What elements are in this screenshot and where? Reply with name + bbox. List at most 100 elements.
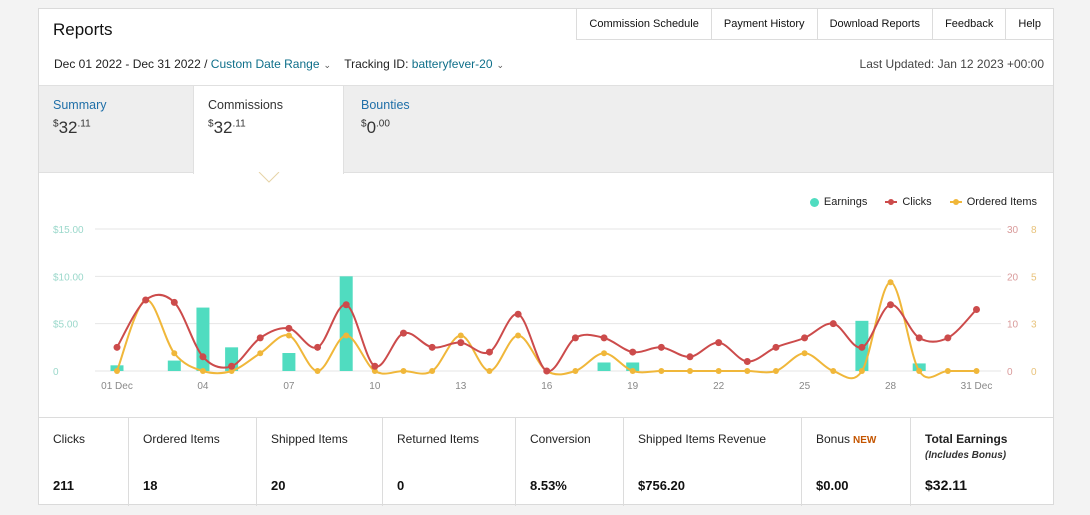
legend-ordered-items[interactable]: Ordered Items (949, 196, 1037, 208)
x-axis-tick-label: 10 (369, 381, 381, 392)
stat-clicks: Clicks 211 (39, 418, 129, 506)
payment-history-link[interactable]: Payment History (712, 9, 818, 39)
x-axis-tick-label: 22 (713, 381, 725, 392)
y-axis-tick-label: 0 (53, 367, 59, 378)
tab-bounties[interactable]: Bounties $0.00 (347, 86, 501, 172)
help-link[interactable]: Help (1018, 18, 1041, 30)
ordered-items-point (629, 368, 636, 374)
clicks-point (801, 334, 809, 342)
clicks-point (973, 305, 980, 313)
tab-commissions-label: Commissions (208, 98, 284, 112)
ordered-items-point (257, 350, 264, 357)
ordered-items-point (973, 368, 980, 374)
legend-earnings[interactable]: Earnings (809, 196, 867, 208)
clicks-point (772, 343, 780, 351)
ordered-items-point (658, 368, 665, 374)
ordered-axis-tick-label: 8 (1031, 225, 1037, 236)
earnings-bar (196, 307, 210, 371)
tab-commissions[interactable]: Commissions $32.11 (193, 86, 344, 183)
ordered-items-point (314, 368, 321, 374)
new-badge: NEW (853, 435, 877, 446)
clicks-axis-tick-label: 10 (1007, 320, 1019, 331)
ordered-items-point (371, 368, 378, 374)
clicks-axis-tick-label: 30 (1007, 225, 1019, 236)
clicks-point (715, 339, 723, 347)
x-axis-tick-label: 04 (197, 381, 209, 392)
clicks-point (485, 348, 493, 356)
ordered-items-point (515, 332, 522, 339)
report-filters: Dec 01 2022 - Dec 31 2022 / Custom Date … (54, 57, 514, 71)
ordered-items-point (572, 368, 579, 374)
stat-total-earnings: Total Earnings (Includes Bonus) $32.11 (911, 418, 1053, 506)
clicks-point (113, 343, 121, 351)
ordered-items-point (199, 368, 206, 374)
clicks-point (944, 334, 952, 342)
y-axis-tick-label: $15.00 (53, 225, 84, 236)
earnings-bar (597, 362, 611, 371)
earnings-bar (912, 363, 926, 371)
x-axis-tick-label: 25 (799, 381, 811, 392)
feedback-link[interactable]: Feedback (933, 9, 1007, 39)
ordered-items-point (228, 368, 235, 374)
chevron-down-icon[interactable]: ⌄ (496, 60, 505, 70)
ordered-items-point (715, 368, 722, 374)
report-tabs: Summary $32.11 Commissions $32.11 Bounti… (39, 85, 1053, 183)
x-axis-tick-label: 01 Dec (101, 381, 133, 392)
stat-value: $756.20 (638, 478, 685, 493)
stat-label: Shipped Items (271, 432, 348, 446)
active-tab-pointer (258, 172, 280, 183)
tab-commissions-value: $32.11 (208, 118, 246, 137)
stat-value: 211 (53, 478, 74, 493)
clicks-point (342, 301, 350, 309)
ordered-items-point (916, 368, 923, 374)
ordered-items-point (343, 332, 350, 339)
commission-schedule-link[interactable]: Commission Schedule (577, 9, 712, 39)
stat-value: $32.11 (925, 477, 968, 493)
clicks-point (142, 296, 150, 304)
stat-value: 8.53% (530, 478, 567, 493)
top-navigation: Commission Schedule Payment History Down… (576, 9, 1053, 40)
clicks-point (600, 334, 608, 342)
x-axis-tick-label: 16 (541, 381, 553, 392)
page-title: Reports (53, 20, 113, 39)
stat-conversion: Conversion 8.53% (516, 418, 624, 506)
ordered-axis-tick-label: 3 (1031, 320, 1037, 331)
ordered-items-point (687, 368, 693, 374)
ordered-axis-tick-label: 5 (1031, 272, 1037, 283)
stat-ordered-items: Ordered Items 18 (129, 418, 257, 506)
ordered-items-swatch-icon (949, 199, 962, 205)
x-axis-tick-label: 31 Dec (961, 381, 993, 392)
reports-panel: Reports Commission Schedule Payment Hist… (38, 8, 1054, 506)
ordered-items-point (285, 332, 292, 339)
x-axis-tick-label: 28 (885, 381, 897, 392)
ordered-items-point (601, 350, 608, 357)
stat-label: Total Earnings (Includes Bonus) (925, 432, 1041, 461)
stat-value: 18 (143, 478, 158, 493)
tab-summary[interactable]: Summary $32.11 (39, 86, 193, 172)
clicks-point (887, 301, 895, 309)
earnings-bar (167, 360, 181, 371)
clicks-point (400, 329, 407, 337)
clicks-point (915, 334, 923, 342)
stat-value: 0 (397, 478, 405, 493)
ordered-items-point (171, 350, 178, 357)
last-updated: Last Updated: Jan 12 2023 +00:00 (859, 57, 1044, 71)
clicks-point (686, 353, 694, 361)
date-range-dropdown[interactable]: Custom Date Range (210, 57, 320, 71)
ordered-items-point (772, 368, 779, 374)
download-reports-link[interactable]: Download Reports (818, 9, 934, 39)
y-axis-tick-label: $5.00 (53, 320, 78, 331)
clicks-swatch-icon (885, 199, 898, 205)
chevron-down-icon[interactable]: ⌄ (323, 60, 332, 70)
ordered-items-point (486, 368, 493, 374)
x-axis-tick-label: 07 (283, 381, 295, 392)
tracking-id-label: Tracking ID: (344, 57, 409, 71)
clicks-point (428, 343, 436, 351)
clicks-point (514, 310, 522, 318)
clicks-point (228, 362, 236, 370)
tracking-id-dropdown[interactable]: batteryfever-20 (411, 57, 493, 71)
clicks-line (116, 293, 978, 373)
ordered-items-point (830, 368, 837, 374)
stat-label: Shipped Items Revenue (638, 432, 767, 446)
legend-clicks[interactable]: Clicks (885, 196, 932, 208)
